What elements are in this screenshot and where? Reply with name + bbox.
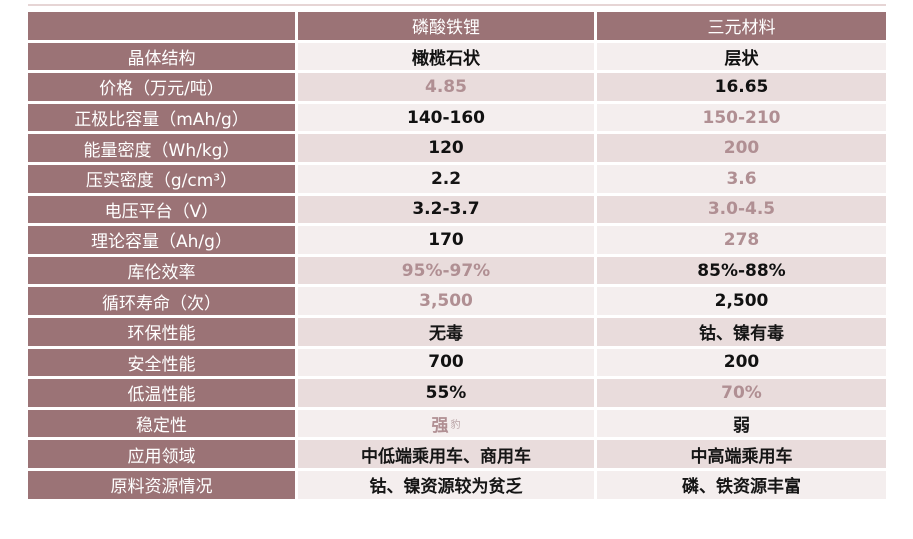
table-row: 原料资源情况 钴、镍资源较为贫乏 磷、铁资源丰富 bbox=[28, 470, 886, 499]
cell-lfp: 55% bbox=[298, 379, 594, 407]
cell-ternary: 200 bbox=[597, 134, 886, 162]
table-row: 库伦效率 95%-97% 85%-88% bbox=[28, 256, 886, 285]
table-row: 价格（万元/吨） 4.85 16.65 bbox=[28, 73, 886, 101]
cell-lfp: 中低端乘用车、商用车 bbox=[298, 440, 594, 468]
row-label: 安全性能 bbox=[28, 348, 295, 377]
table-header-row: 磷酸铁锂 三元材料 bbox=[28, 12, 886, 40]
cell-lfp: 170 bbox=[298, 226, 594, 254]
table-row: 正极比容量（mAh/g） 140-160 150-210 bbox=[28, 103, 886, 132]
row-label: 压实密度（g/cm³） bbox=[28, 164, 295, 193]
comparison-table: 磷酸铁锂 三元材料 晶体结构 橄榄石状 层状 价格（万元/吨） 4.85 16.… bbox=[28, 12, 886, 499]
header-lfp: 磷酸铁锂 bbox=[298, 12, 594, 40]
row-label: 理论容量（Ah/g） bbox=[28, 226, 295, 254]
cell-lfp: 700 bbox=[298, 348, 594, 377]
cell-lfp: 140-160 bbox=[298, 103, 594, 132]
cell-ternary: 3.0-4.5 bbox=[597, 195, 886, 224]
table-row: 理论容量（Ah/g） 170 278 bbox=[28, 226, 886, 254]
table-row: 安全性能 700 200 bbox=[28, 348, 886, 377]
row-label: 晶体结构 bbox=[28, 42, 295, 71]
cell-ternary: 中高端乘用车 bbox=[597, 440, 886, 468]
cell-lfp-text: 强 bbox=[431, 416, 449, 437]
cell-lfp: 钴、镍资源较为贫乏 bbox=[298, 470, 594, 499]
cell-ternary: 85%-88% bbox=[597, 256, 886, 285]
cell-ternary: 层状 bbox=[597, 42, 886, 71]
table-row: 稳定性 强豹 弱 bbox=[28, 409, 886, 438]
table-row: 循环寿命（次） 3,500 2,500 bbox=[28, 287, 886, 315]
cell-lfp: 橄榄石状 bbox=[298, 42, 594, 71]
cell-lfp: 2.2 bbox=[298, 164, 594, 193]
table-row: 能量密度（Wh/kg） 120 200 bbox=[28, 134, 886, 162]
cell-ternary: 3.6 bbox=[597, 164, 886, 193]
cell-lfp: 3.2-3.7 bbox=[298, 195, 594, 224]
table-row: 晶体结构 橄榄石状 层状 bbox=[28, 42, 886, 71]
table-row: 环保性能 无毒 钴、镍有毒 bbox=[28, 317, 886, 346]
cell-ternary: 70% bbox=[597, 379, 886, 407]
row-label: 正极比容量（mAh/g） bbox=[28, 103, 295, 132]
header-ternary: 三元材料 bbox=[597, 12, 886, 40]
cell-ternary: 16.65 bbox=[597, 73, 886, 101]
cell-ternary: 150-210 bbox=[597, 103, 886, 132]
table-row: 压实密度（g/cm³） 2.2 3.6 bbox=[28, 164, 886, 193]
cell-lfp: 95%-97% bbox=[298, 256, 594, 285]
row-label: 价格（万元/吨） bbox=[28, 73, 295, 101]
row-label: 库伦效率 bbox=[28, 256, 295, 285]
cell-lfp: 4.85 bbox=[298, 73, 594, 101]
cell-lfp: 无毒 bbox=[298, 317, 594, 346]
header-empty bbox=[28, 12, 295, 40]
row-label: 原料资源情况 bbox=[28, 470, 295, 499]
table-row: 低温性能 55% 70% bbox=[28, 379, 886, 407]
cell-ternary: 钴、镍有毒 bbox=[597, 317, 886, 346]
watermark-mark: 豹 bbox=[450, 420, 461, 432]
row-label: 循环寿命（次） bbox=[28, 287, 295, 315]
row-label: 应用领域 bbox=[28, 440, 295, 468]
row-label: 电压平台（V） bbox=[28, 195, 295, 224]
cell-lfp: 强豹 bbox=[298, 409, 594, 438]
cell-ternary: 磷、铁资源丰富 bbox=[597, 470, 886, 499]
table-row: 电压平台（V） 3.2-3.7 3.0-4.5 bbox=[28, 195, 886, 224]
row-label: 环保性能 bbox=[28, 317, 295, 346]
row-label: 能量密度（Wh/kg） bbox=[28, 134, 295, 162]
top-divider bbox=[28, 4, 886, 6]
cell-ternary: 278 bbox=[597, 226, 886, 254]
table-row: 应用领域 中低端乘用车、商用车 中高端乘用车 bbox=[28, 440, 886, 468]
cell-ternary: 弱 bbox=[597, 409, 886, 438]
cell-lfp: 120 bbox=[298, 134, 594, 162]
cell-ternary: 2,500 bbox=[597, 287, 886, 315]
cell-ternary: 200 bbox=[597, 348, 886, 377]
cell-lfp: 3,500 bbox=[298, 287, 594, 315]
row-label: 稳定性 bbox=[28, 409, 295, 438]
row-label: 低温性能 bbox=[28, 379, 295, 407]
